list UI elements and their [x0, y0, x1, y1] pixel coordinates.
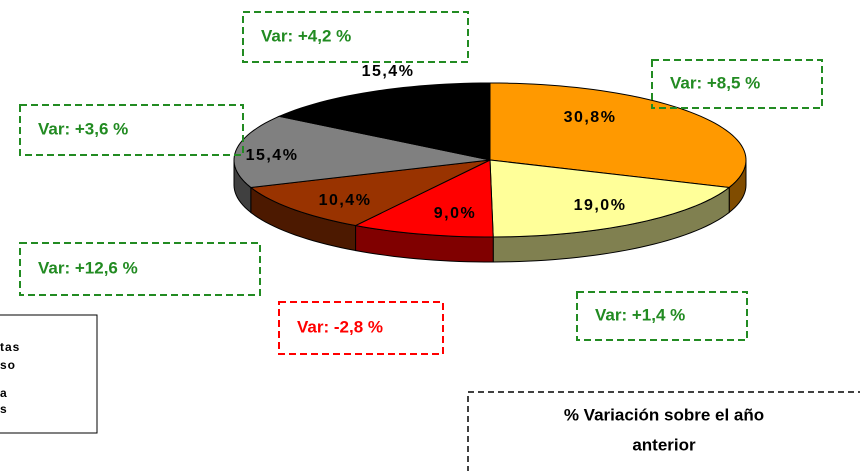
annotation: Var: +12,6 % [38, 258, 138, 277]
note: % Variación sobre el año [564, 405, 764, 424]
slice [489, 82, 747, 188]
slice-label: 15,4% [246, 147, 299, 164]
slice [353, 159, 494, 238]
note: anterior [632, 435, 696, 454]
annotation: Var: +3,6 % [38, 119, 128, 138]
annotation: Var: +1,4 % [595, 305, 685, 324]
slice [489, 159, 731, 238]
slice-label: 30,8% [564, 109, 617, 126]
slice [249, 159, 491, 227]
slice-label: 9,0% [434, 205, 476, 222]
annotation-box [278, 301, 444, 355]
slice [233, 115, 491, 188]
annotation: Var: -2,8 % [297, 317, 383, 336]
slice-label: 19,0% [574, 197, 627, 214]
annotation-box [576, 291, 748, 341]
legend-text: tas [0, 340, 20, 354]
annotation-box [651, 59, 823, 109]
annotation: Var: +4,2 % [261, 26, 351, 45]
legend-text: a [0, 386, 8, 400]
slice [277, 82, 491, 161]
legend-text: s [0, 402, 8, 416]
note-box [467, 391, 860, 471]
annotation-box [242, 11, 469, 63]
annotation: Var: +8,5 % [670, 73, 760, 92]
annotation-box [19, 104, 244, 156]
slice-label: 10,4% [319, 192, 372, 209]
legend-box [0, 314, 98, 434]
legend-text: so [0, 358, 16, 372]
annotation-box [19, 242, 261, 296]
slice-label: 15,4% [362, 63, 415, 80]
